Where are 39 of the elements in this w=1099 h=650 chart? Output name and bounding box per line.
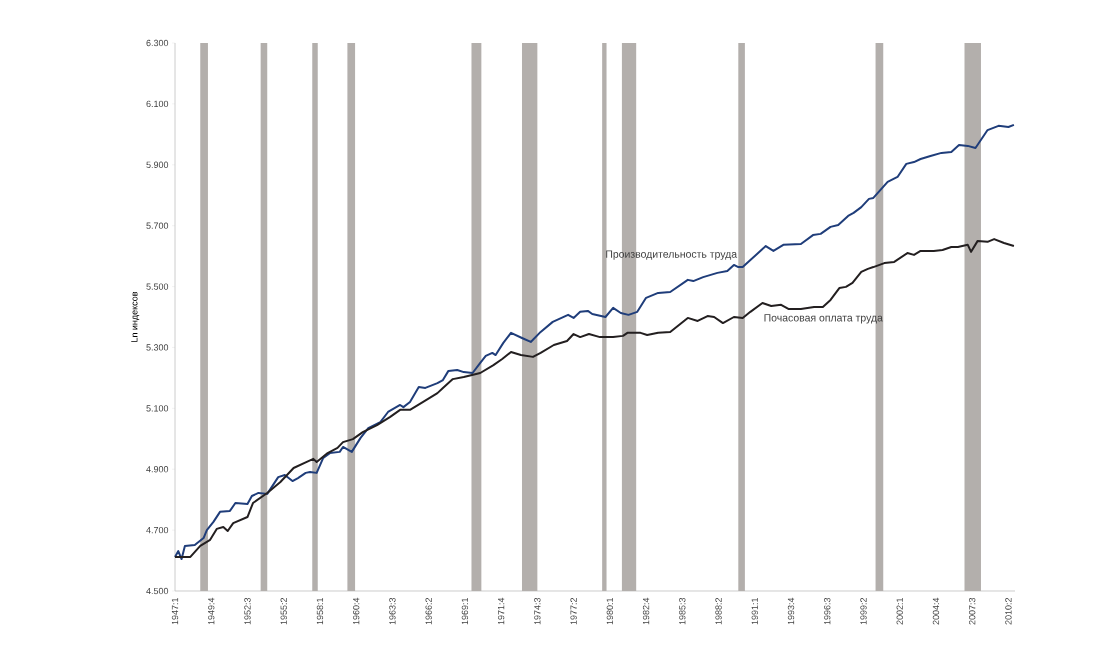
x-tick-label: 2010:2 [1005,597,1012,625]
x-tick-label: 1980:1 [606,597,614,625]
y-tick-label: 4.500 [146,587,169,595]
x-tick-label: 1947:1 [171,597,179,625]
y-axis-title: Ln индексов [131,291,140,342]
y-tick-label: 5.700 [146,222,169,229]
x-tick-label: 1999:2 [860,597,867,625]
x-tick-label: 1966:2 [425,597,432,625]
x-tick-label: 1963:3 [389,597,396,625]
y-tick-label: 5.900 [146,161,169,168]
x-tick-label: 1969:1 [461,597,469,625]
series-label: Почасовая оплата труда [764,314,883,324]
x-tick-label: 1949:4 [208,597,215,625]
x-tick-label: 1958:1 [316,597,324,625]
x-tick-label: 2004:4 [932,597,940,625]
x-tick-label: 1993:4 [787,597,795,625]
y-tick-label: 6.100 [146,100,169,108]
x-tick-label: 1955:2 [280,597,287,625]
y-tick-label: 4.700 [146,526,169,534]
x-tick-label: 1952:3 [244,597,251,625]
x-tick-label: 2007:3 [969,597,976,625]
x-tick-label: 1988:2 [715,597,722,625]
y-tick-label: 4.900 [146,466,169,473]
x-tick-label: 1996:3 [824,597,831,625]
x-tick-label: 1991:1 [751,597,758,625]
y-tick-label: 5.500 [146,283,169,290]
x-tick-label: 1977:2 [570,597,577,625]
line-series [174,238,1015,558]
y-tick-label: 5.300 [146,344,169,351]
x-tick-label: 1971:4 [497,597,505,625]
x-tick-label: 1960:4 [353,597,360,625]
x-tick-label: 1985:3 [679,597,686,625]
series-label: Производительность труда [606,250,738,260]
x-tick-label: 2002:1 [896,597,903,625]
line-series [174,123,1015,561]
x-tick-label: 1974:3 [534,597,541,625]
x-tick-label: 1982:4 [642,597,650,625]
y-tick-label: 5.100 [146,405,169,412]
y-tick-label: 6.300 [146,39,169,47]
